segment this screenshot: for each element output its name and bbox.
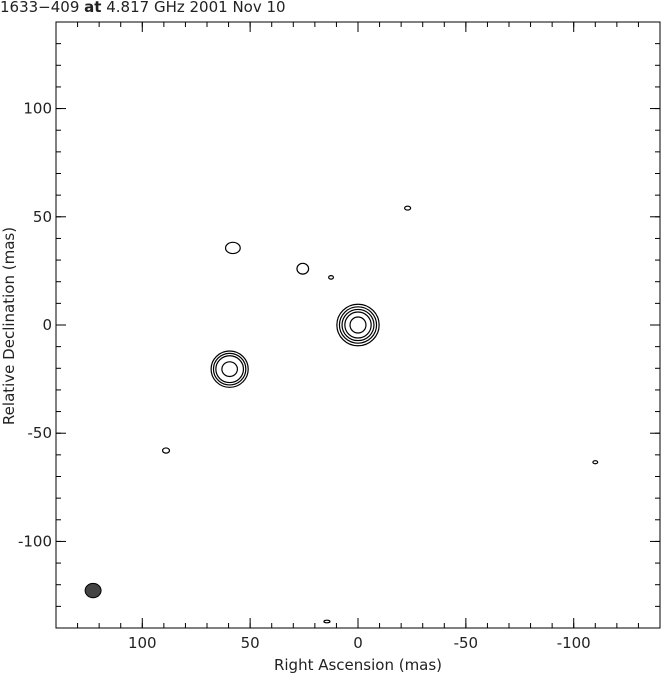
x-axis-label: Right Ascension (mas) bbox=[274, 656, 442, 674]
title-at: at bbox=[84, 0, 101, 16]
x-tick-label: 50 bbox=[241, 634, 260, 652]
y-tick-label: -50 bbox=[28, 424, 53, 442]
x-tick-label: -50 bbox=[454, 634, 479, 652]
chart-title: 1633−409 at 4.817 GHz 2001 Nov 10 bbox=[0, 0, 286, 16]
contour bbox=[296, 262, 310, 275]
contour bbox=[341, 308, 375, 342]
plot-frame bbox=[55, 21, 661, 629]
y-tick-label: -100 bbox=[18, 532, 52, 550]
contour bbox=[215, 355, 245, 384]
beam bbox=[84, 582, 102, 599]
contour bbox=[221, 361, 239, 378]
x-tick-label: 100 bbox=[128, 634, 157, 652]
title-date: 2001 Nov 10 bbox=[190, 0, 286, 16]
contour bbox=[210, 350, 249, 388]
x-tick-label: -100 bbox=[557, 634, 591, 652]
contour bbox=[592, 460, 599, 465]
contour bbox=[338, 306, 378, 344]
contour bbox=[349, 316, 367, 334]
y-tick-label: 50 bbox=[33, 208, 52, 226]
contour bbox=[323, 619, 331, 624]
contour bbox=[344, 311, 372, 339]
x-tick-label: 0 bbox=[353, 634, 363, 652]
title-source: 1633−409 bbox=[0, 0, 79, 16]
y-axis-label: Relative Declination (mas) bbox=[0, 227, 18, 425]
contour bbox=[403, 205, 412, 211]
y-tick-label: 100 bbox=[23, 100, 52, 118]
contour bbox=[212, 352, 247, 386]
title-frequency: 4.817 GHz bbox=[106, 0, 185, 16]
contour bbox=[336, 303, 380, 347]
contour bbox=[161, 447, 171, 454]
y-tick-label: 0 bbox=[42, 316, 52, 334]
contour bbox=[224, 241, 241, 255]
contour bbox=[328, 275, 335, 280]
